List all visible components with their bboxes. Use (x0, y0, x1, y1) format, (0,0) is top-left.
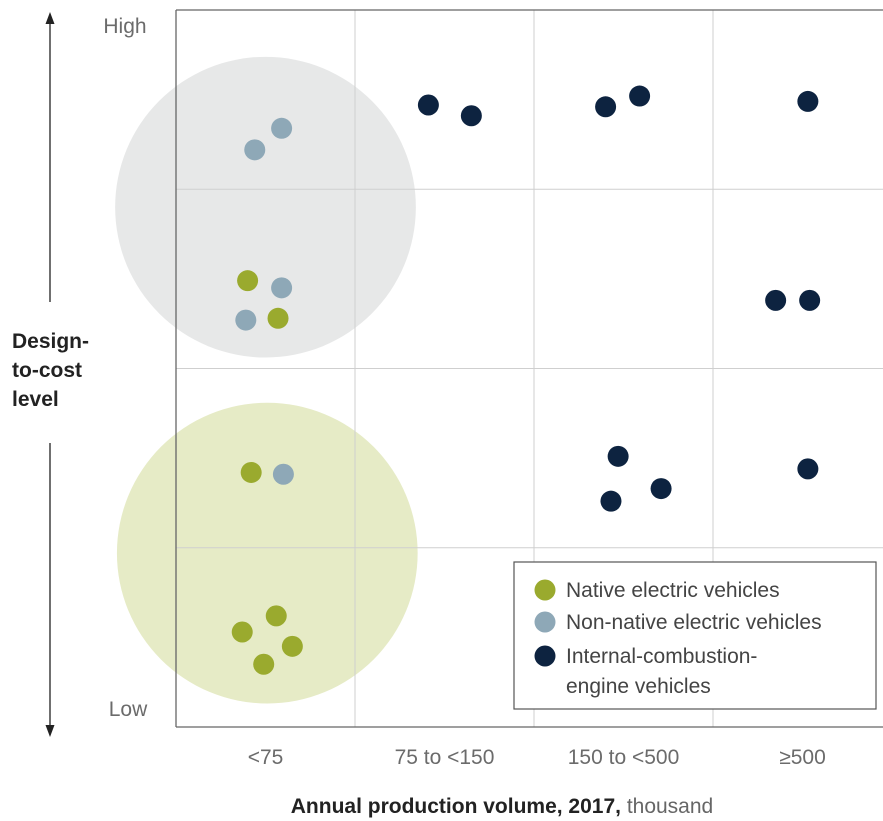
legend-box (513, 561, 877, 710)
data-point-series-2-1 (271, 117, 293, 139)
data-point-series-1-3 (240, 461, 262, 483)
data-point-series-2-3 (271, 277, 293, 299)
arrow-up-head (45, 12, 55, 24)
x-axis-title-main: Annual production volume, 2017, (291, 795, 621, 818)
data-point-series-3-2 (460, 105, 482, 127)
x-tick-label-3: 150 to <500 (568, 746, 680, 769)
legend-swatch-ice (534, 645, 556, 667)
data-point-series-3-4 (629, 85, 651, 107)
data-point-series-3-6 (765, 289, 787, 311)
legend-label-non-native-ev: Non-native electric vehicles (566, 611, 822, 634)
y-low-label: Low (109, 698, 148, 721)
legend-label-native-ev: Native electric vehicles (566, 579, 780, 602)
arrow-down-head (45, 725, 55, 737)
data-point-series-3-9 (650, 478, 672, 500)
data-point-series-1-7 (253, 653, 275, 675)
x-axis-title-unit-text: thousand (627, 795, 713, 818)
data-points (231, 85, 821, 675)
x-tick-labels: <75 75 to <150 150 to <500 ≥500 (248, 746, 826, 769)
y-axis-arrow (45, 12, 55, 737)
grouping-circle-2 (116, 402, 418, 704)
legend-label-ice-line-1: Internal-combustion- (566, 645, 757, 668)
data-point-series-3-8 (607, 445, 629, 467)
legend-swatch-non-native-ev (534, 611, 556, 633)
x-tick-label-4: ≥500 (779, 746, 826, 769)
x-axis-title: Annual production volume, 2017, thousand (291, 795, 713, 818)
data-point-series-3-10 (600, 490, 622, 512)
data-point-series-3-1 (417, 94, 439, 116)
grouping-circles (115, 56, 418, 704)
data-point-series-2-2 (244, 139, 266, 161)
data-point-series-1-2 (267, 307, 289, 329)
data-point-series-2-4 (235, 309, 257, 331)
y-axis-title-line-2: to-cost (12, 359, 82, 382)
legend: Native electric vehicles Non-native elec… (513, 561, 877, 710)
y-high-label: High (103, 15, 146, 38)
grouping-circle-1 (115, 56, 416, 358)
x-tick-label-1: <75 (248, 746, 284, 769)
y-axis-title-line-1: Design- (12, 330, 89, 353)
data-point-series-1-4 (265, 605, 287, 627)
legend-swatch-native-ev (534, 579, 556, 601)
data-point-series-3-3 (595, 96, 617, 118)
data-point-series-3-5 (797, 90, 819, 112)
x-tick-label-2: 75 to <150 (395, 746, 495, 769)
data-point-series-3-7 (799, 289, 821, 311)
data-point-series-1-1 (237, 270, 259, 292)
legend-label-ice-line-2: engine vehicles (566, 675, 711, 698)
data-point-series-2-5 (272, 463, 294, 485)
data-point-series-1-5 (231, 621, 253, 643)
data-point-series-3-11 (797, 458, 819, 480)
axes (175, 9, 883, 728)
data-point-series-1-6 (281, 635, 303, 657)
y-axis-title-line-3: level (12, 388, 59, 411)
